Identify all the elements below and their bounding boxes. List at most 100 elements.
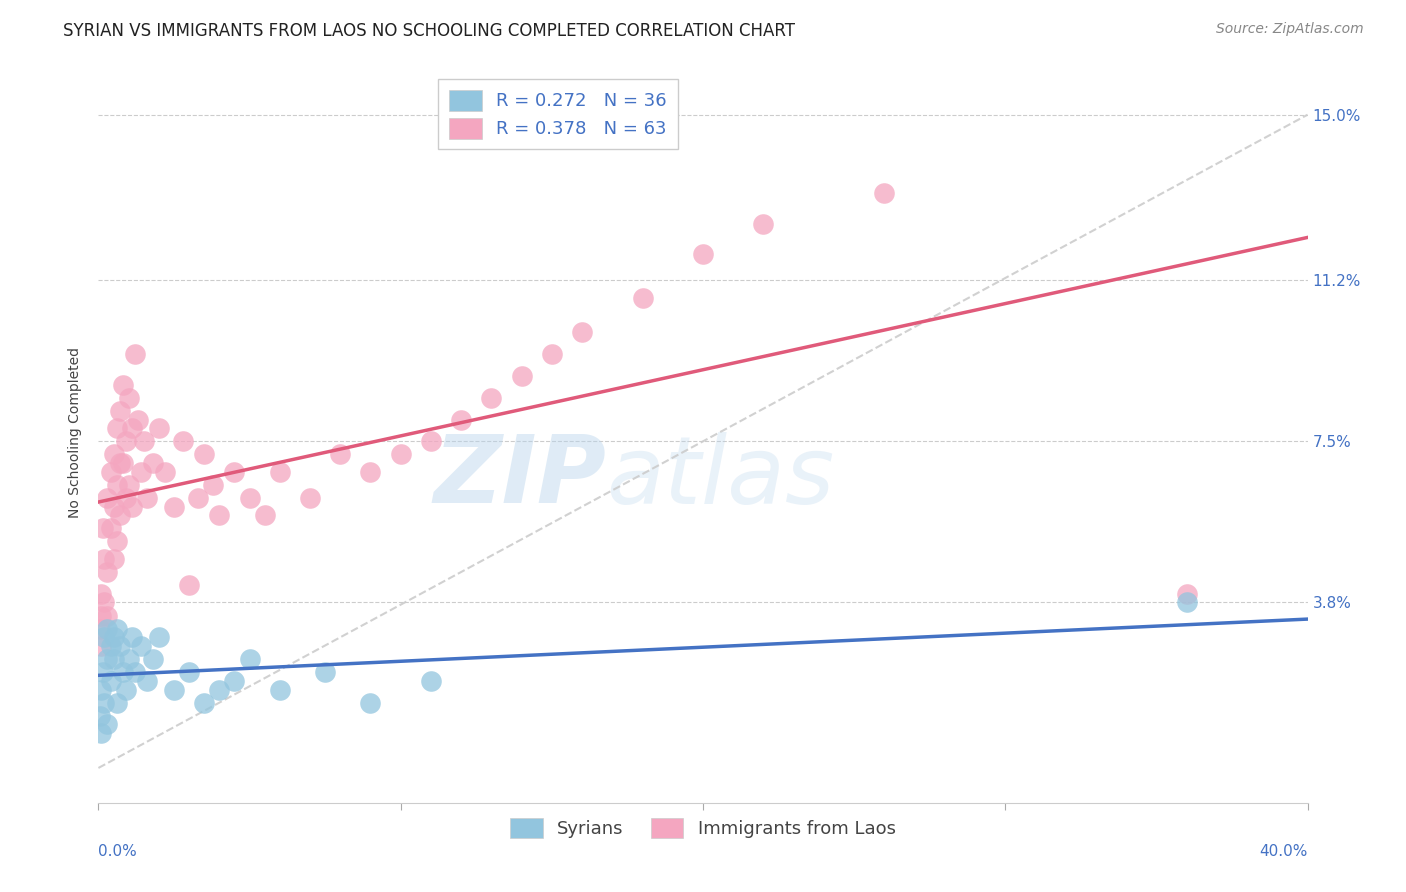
Point [90,682,112,697]
Point [208,682,231,697]
Point [103,652,125,666]
Point [105,622,128,636]
Point [114,434,136,449]
Text: 0.0%: 0.0% [98,845,138,860]
Point [389,447,412,461]
Point [450,412,472,426]
Point [187,491,209,505]
Point [163,682,186,697]
Point [1175,587,1198,601]
Point [105,534,128,549]
Point [420,434,443,449]
Point [172,434,194,449]
Point [111,377,134,392]
Point [179,578,201,592]
Point [93,552,115,566]
Point [179,665,201,680]
Point [360,465,382,479]
Point [253,508,276,523]
Point [108,404,131,418]
Point [420,673,443,688]
Point [571,326,593,340]
Point [108,639,131,653]
Point [142,652,165,666]
Point [100,673,122,688]
Point [96,717,118,731]
Point [96,608,118,623]
Point [153,465,176,479]
Point [108,508,131,523]
Point [540,347,562,361]
Point [111,665,134,680]
Y-axis label: No Schooling Completed: No Schooling Completed [69,347,83,518]
Point [269,465,291,479]
Point [114,491,136,505]
Point [96,622,118,636]
Point [202,478,225,492]
Point [103,500,125,514]
Point [299,491,322,505]
Point [100,639,122,653]
Point [96,565,118,579]
Point [114,682,136,697]
Point [90,587,112,601]
Point [103,630,125,644]
Point [127,412,149,426]
Point [100,465,122,479]
Point [631,291,654,305]
Text: ZIP: ZIP [433,431,606,523]
Point [142,456,165,470]
Point [481,391,503,405]
Point [148,421,170,435]
Point [129,639,152,653]
Point [269,682,291,697]
Point [103,552,125,566]
Point [96,652,118,666]
Point [93,595,115,609]
Point [105,421,128,435]
Point [224,673,246,688]
Point [121,500,143,514]
Point [105,478,128,492]
Point [1175,595,1198,609]
Point [118,652,141,666]
Text: 40.0%: 40.0% [1260,845,1308,860]
Point [89,708,111,723]
Point [193,447,215,461]
Point [100,521,122,535]
Point [132,434,155,449]
Point [91,665,114,680]
Point [752,217,775,231]
Point [124,347,146,361]
Point [224,465,246,479]
Point [108,456,131,470]
Point [135,491,157,505]
Point [89,622,111,636]
Point [91,521,114,535]
Text: Source: ZipAtlas.com: Source: ZipAtlas.com [1216,22,1364,37]
Point [93,696,115,710]
Point [121,630,143,644]
Point [208,508,231,523]
Point [90,639,112,653]
Point [93,630,115,644]
Point [692,247,714,261]
Point [135,673,157,688]
Point [239,652,262,666]
Point [193,696,215,710]
Point [148,630,170,644]
Text: SYRIAN VS IMMIGRANTS FROM LAOS NO SCHOOLING COMPLETED CORRELATION CHART: SYRIAN VS IMMIGRANTS FROM LAOS NO SCHOOL… [63,22,796,40]
Point [239,491,262,505]
Point [314,665,336,680]
Point [873,186,896,200]
Legend: Syrians, Immigrants from Laos: Syrians, Immigrants from Laos [503,810,903,846]
Point [360,696,382,710]
Point [118,478,141,492]
Point [121,421,143,435]
Text: atlas: atlas [606,432,835,523]
Point [163,500,186,514]
Point [111,456,134,470]
Point [105,696,128,710]
Point [329,447,352,461]
Point [129,465,152,479]
